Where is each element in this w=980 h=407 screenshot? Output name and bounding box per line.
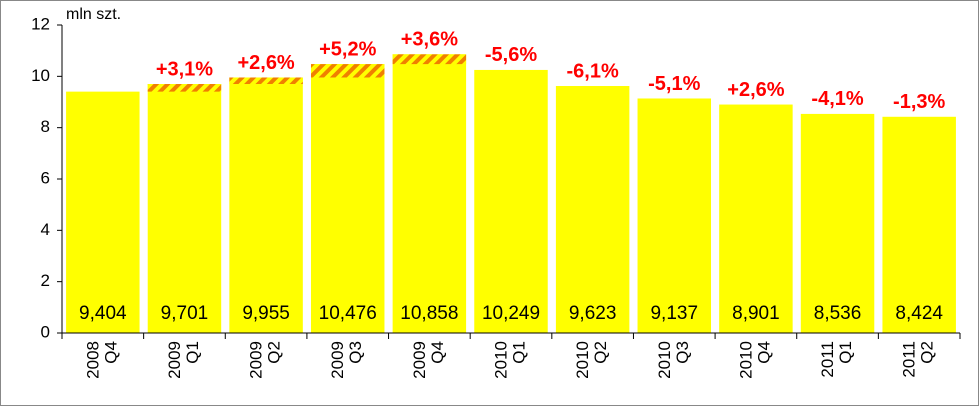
x-tick-label-line: Q2 bbox=[918, 341, 937, 364]
y-tick-label: 0 bbox=[41, 322, 50, 341]
value-label: 8,536 bbox=[814, 303, 862, 324]
x-tick-label: 2008 Q4 bbox=[83, 341, 120, 379]
x-tick-label-line: Q2 bbox=[265, 341, 284, 364]
bar bbox=[474, 69, 548, 334]
change-label: -5,6% bbox=[485, 44, 537, 66]
x-tick-label-line: 2009 bbox=[410, 341, 429, 379]
x-tick-label: 2010 Q3 bbox=[655, 341, 692, 379]
x-tick-label: 2010 Q4 bbox=[736, 341, 773, 379]
value-label: 10,858 bbox=[400, 303, 458, 324]
x-tick-label: 2009 Q1 bbox=[165, 341, 202, 379]
change-label: +3,1% bbox=[156, 58, 213, 80]
x-tick-label-line: 2011 bbox=[818, 341, 837, 378]
value-label: 8,901 bbox=[732, 303, 780, 324]
increase-hatch bbox=[229, 77, 303, 85]
x-tick-label-line: Q1 bbox=[183, 341, 202, 364]
y-tick-label: 4 bbox=[41, 220, 50, 239]
bar bbox=[800, 113, 875, 333]
increase-hatch bbox=[392, 54, 467, 65]
change-label: +2,6% bbox=[727, 79, 784, 101]
x-tick-label: 2010 Q2 bbox=[573, 341, 610, 379]
x-tick-label-line: 2009 bbox=[165, 341, 184, 379]
value-label: 9,404 bbox=[79, 303, 127, 324]
x-tick-label: 2010 Q1 bbox=[491, 341, 528, 379]
value-label: 9,623 bbox=[569, 303, 617, 324]
bar bbox=[147, 84, 222, 334]
change-label: -5,1% bbox=[648, 73, 700, 95]
increase-hatch bbox=[147, 84, 222, 92]
x-tick-label-line: 2010 bbox=[573, 341, 592, 379]
bar bbox=[392, 54, 467, 333]
x-tick-label-line: Q1 bbox=[509, 341, 528, 364]
x-tick-label-line: 2009 bbox=[328, 341, 347, 379]
change-label: -1,3% bbox=[893, 91, 945, 113]
x-tick-label: 2009 Q3 bbox=[328, 341, 365, 379]
unit-label: mln szt. bbox=[66, 6, 121, 23]
bar bbox=[229, 77, 303, 333]
change-label: +5,2% bbox=[319, 38, 376, 60]
change-label: -6,1% bbox=[567, 60, 619, 82]
bar bbox=[66, 91, 140, 333]
y-tick-label: 2 bbox=[41, 271, 50, 290]
value-label: 9,701 bbox=[161, 303, 209, 324]
x-tick-label-line: Q4 bbox=[101, 341, 120, 364]
change-label: +2,6% bbox=[237, 52, 294, 74]
y-tick-label: 12 bbox=[31, 14, 50, 33]
change-label: +3,6% bbox=[401, 29, 458, 51]
x-tick-label-line: Q2 bbox=[591, 341, 610, 364]
x-tick-label-line: 2010 bbox=[491, 341, 510, 379]
x-tick-label-line: Q1 bbox=[836, 341, 855, 364]
x-tick-label: 2011 Q1 bbox=[818, 341, 855, 378]
bar bbox=[555, 86, 630, 333]
bar bbox=[310, 64, 385, 333]
x-tick-label-line: 2011 bbox=[900, 341, 919, 378]
y-tick-label: 10 bbox=[31, 66, 50, 85]
x-tick-label-line: Q3 bbox=[673, 341, 692, 364]
y-tick-label: 6 bbox=[41, 168, 50, 187]
x-tick-label-line: 2009 bbox=[247, 341, 266, 379]
value-label: 9,137 bbox=[650, 303, 698, 324]
value-label: 8,424 bbox=[895, 303, 943, 324]
value-label: 10,476 bbox=[319, 303, 377, 324]
x-tick-label-line: 2010 bbox=[736, 341, 755, 379]
x-tick-label-line: 2008 bbox=[83, 341, 102, 379]
x-tick-label-line: Q3 bbox=[346, 341, 365, 364]
value-label: 9,955 bbox=[242, 303, 290, 324]
x-tick-label-line: Q4 bbox=[754, 341, 773, 364]
bar bbox=[882, 116, 956, 333]
increase-hatch bbox=[310, 64, 385, 78]
x-tick-label: 2009 Q4 bbox=[410, 341, 447, 379]
x-tick-label-line: Q4 bbox=[428, 341, 447, 364]
x-tick-label-line: 2010 bbox=[655, 341, 674, 379]
x-tick-label: 2011 Q2 bbox=[900, 341, 937, 378]
x-tick-label: 2009 Q2 bbox=[247, 341, 284, 379]
y-tick-label: 8 bbox=[41, 117, 50, 136]
change-label: -4,1% bbox=[811, 88, 863, 110]
bar bbox=[719, 104, 793, 333]
bar bbox=[637, 98, 712, 333]
value-label: 10,249 bbox=[482, 303, 540, 324]
